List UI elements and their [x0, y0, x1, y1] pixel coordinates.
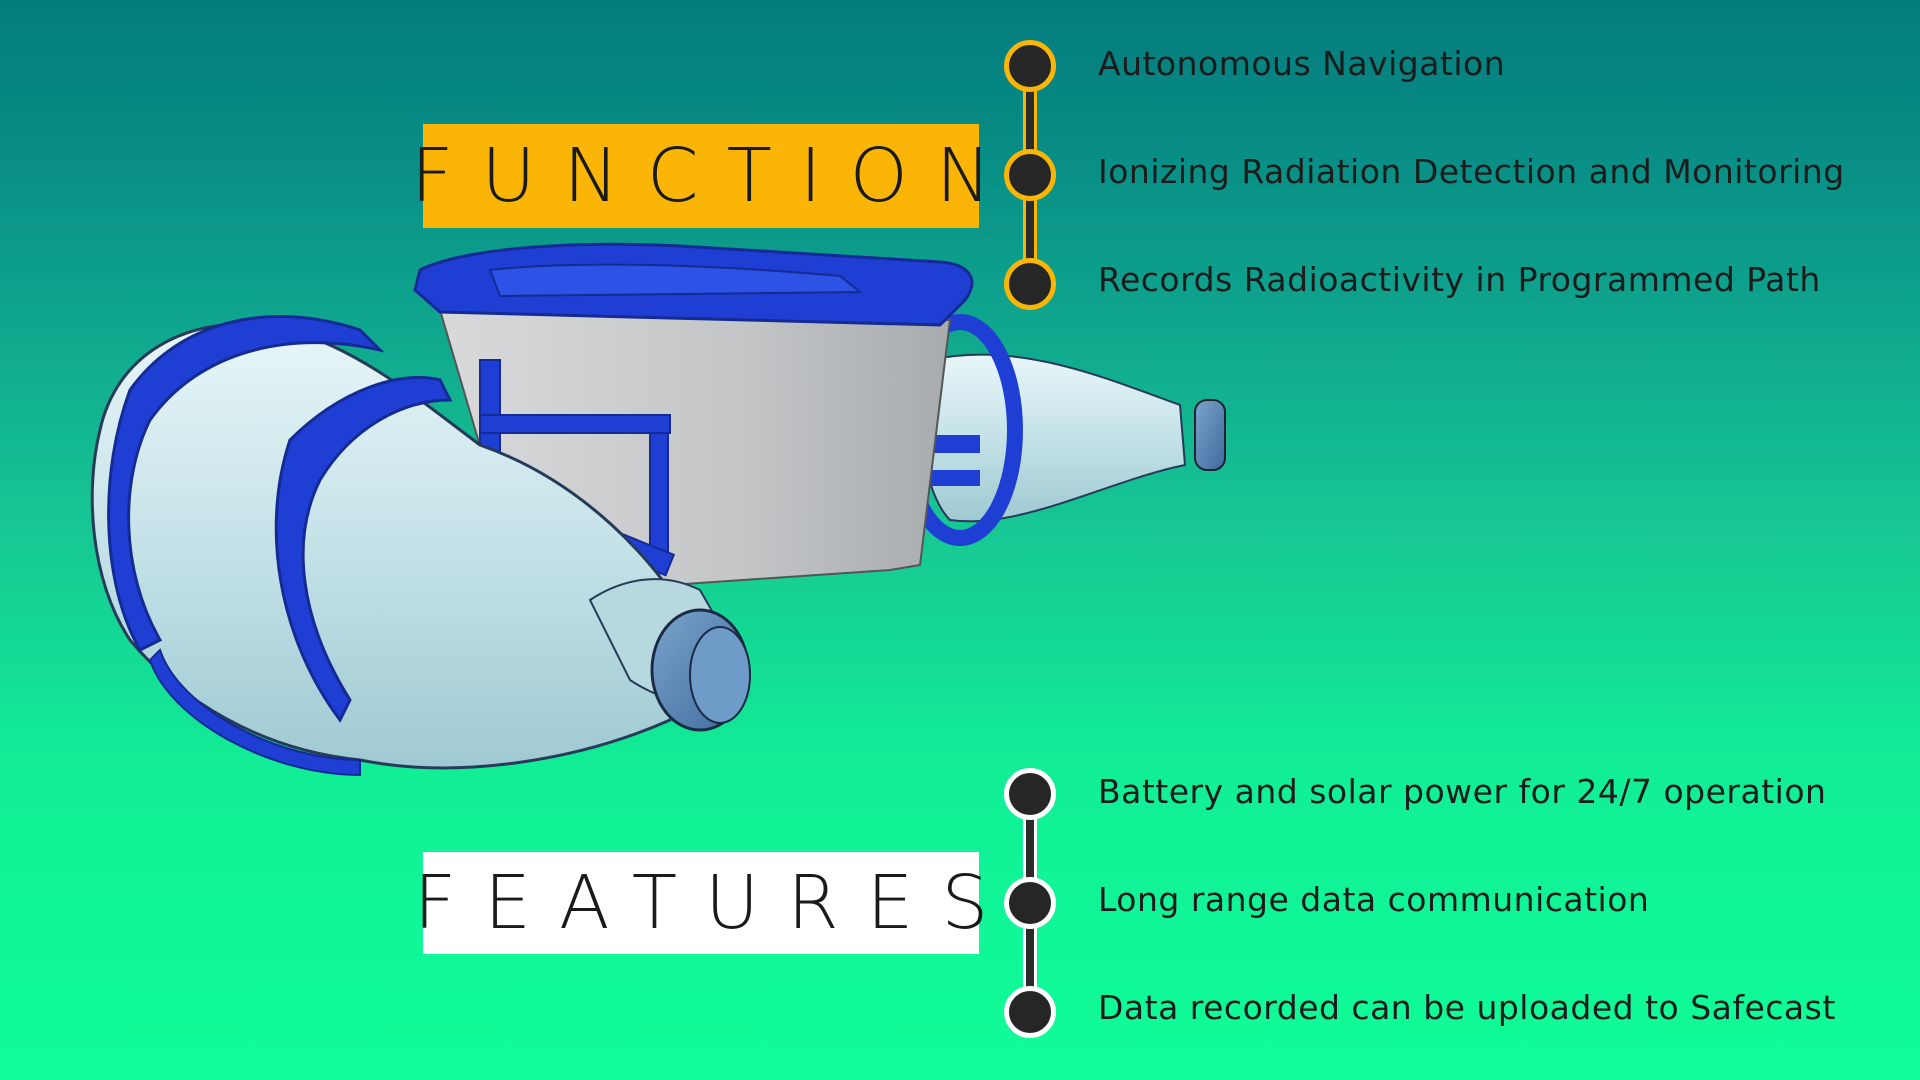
features-label: FEATURES — [414, 852, 988, 954]
features-timeline — [990, 764, 1070, 1044]
features-item-1: Battery and solar power for 24/7 operati… — [1098, 772, 1827, 811]
features-label-text: FEATURES — [413, 860, 1017, 946]
function-timeline-dot-2 — [1004, 149, 1056, 201]
rear-ring — [107, 315, 385, 652]
features-timeline-dot-3 — [1004, 986, 1056, 1038]
features-item-2: Long range data communication — [1098, 880, 1650, 919]
floating-device-illustration — [90, 242, 1226, 777]
function-item-2: Ionizing Radiation Detection and Monitor… — [1098, 152, 1845, 191]
back-bottle-cap — [1194, 399, 1226, 471]
features-timeline-dot-1 — [1004, 768, 1056, 820]
front-bottle — [90, 315, 751, 777]
features-item-3: Data recorded can be uploaded to Safecas… — [1098, 988, 1836, 1027]
function-item-3: Records Radioactivity in Programmed Path — [1098, 260, 1821, 299]
function-item-1: Autonomous Navigation — [1098, 44, 1506, 83]
function-timeline-dot-3 — [1004, 258, 1056, 310]
function-label-text: FUNCTION — [410, 133, 1020, 219]
back-bottle — [897, 314, 1226, 546]
function-timeline-dot-1 — [1004, 40, 1056, 92]
front-ring — [274, 376, 453, 723]
function-timeline — [990, 36, 1070, 316]
function-label: FUNCTION — [411, 124, 991, 228]
features-timeline-dot-2 — [1004, 877, 1056, 929]
